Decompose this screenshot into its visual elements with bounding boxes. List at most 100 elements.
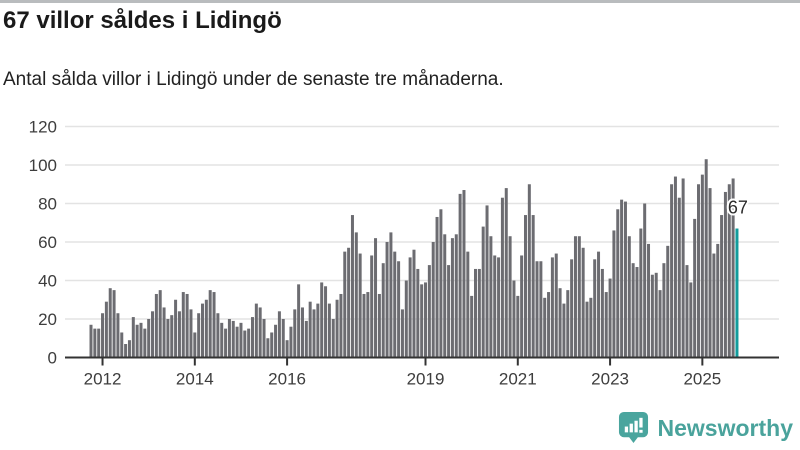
bar [235,326,239,358]
y-tick-label: 40 [38,272,57,291]
bar [631,263,635,358]
bar [600,268,604,358]
bar [550,257,554,358]
bar [347,247,351,358]
bar [350,215,354,358]
bar [304,320,308,358]
bar [520,255,524,358]
bar [374,238,378,358]
bar [477,268,481,358]
bar [527,184,531,358]
bar [312,309,316,358]
bar [443,234,447,358]
bar [493,255,497,358]
bar [685,265,689,358]
bar [266,338,270,358]
bar [577,236,581,358]
bar [454,234,458,358]
bar [547,292,551,358]
bar [339,293,343,358]
bar [170,315,174,358]
bar [108,288,112,358]
bar [97,328,101,358]
bar [389,232,393,358]
bar [154,293,158,358]
bar [700,174,704,358]
bar [93,328,97,358]
y-tick-label: 0 [48,349,57,368]
bar [720,215,724,358]
bar [639,228,643,358]
bar [566,290,570,358]
bar [112,290,116,358]
bar [670,184,674,358]
bar [416,268,420,358]
bar [224,328,228,358]
bar [316,303,320,358]
bar [658,290,662,358]
bar [654,272,658,358]
bar [562,303,566,358]
bar [485,205,489,358]
bar [381,263,385,358]
page-subtitle: Antal sålda villor i Lidingö under de se… [3,69,504,90]
bar [462,190,466,358]
annotation-value-label: 67 [728,198,748,218]
bar [193,332,197,358]
bar [324,286,328,358]
bar [508,236,512,358]
bar [723,191,727,358]
bar [412,249,416,358]
bar [431,242,435,358]
bar [227,319,231,358]
bar [335,299,339,358]
bar [143,328,147,358]
bar [185,293,189,358]
bar [216,313,220,358]
bar [620,199,624,358]
bar [385,242,389,358]
bar [204,299,208,358]
top-border [0,0,800,3]
bar [531,215,535,358]
bar [281,319,285,358]
bar [635,267,639,358]
x-tick-label: 2019 [407,370,445,389]
bar [354,232,358,358]
bar [289,326,293,358]
bar [377,293,381,358]
bar [608,278,612,358]
bar [474,268,477,358]
bar [593,259,597,358]
y-tick-label: 80 [38,195,57,214]
bar [89,324,93,358]
bar [535,261,539,358]
bar [689,282,693,358]
bar [366,292,370,358]
bar [500,197,504,358]
bar [497,257,501,358]
bar [397,261,401,358]
bar [212,292,216,358]
bar [673,176,677,358]
bar [400,309,404,358]
bar [166,319,170,358]
bar [362,293,366,358]
bar [662,263,666,358]
bar [570,259,574,358]
bar [308,301,312,358]
y-tick-label: 20 [38,310,57,329]
bar [181,292,185,358]
bar [285,340,289,358]
bar [404,280,408,358]
bar [712,253,716,358]
bar-highlight [735,228,739,358]
bar [220,322,224,358]
bar [208,290,212,358]
bar [408,257,412,358]
bar [512,280,516,358]
bar [427,265,431,358]
bar [597,251,601,358]
bar [358,253,362,358]
bar [131,317,135,358]
